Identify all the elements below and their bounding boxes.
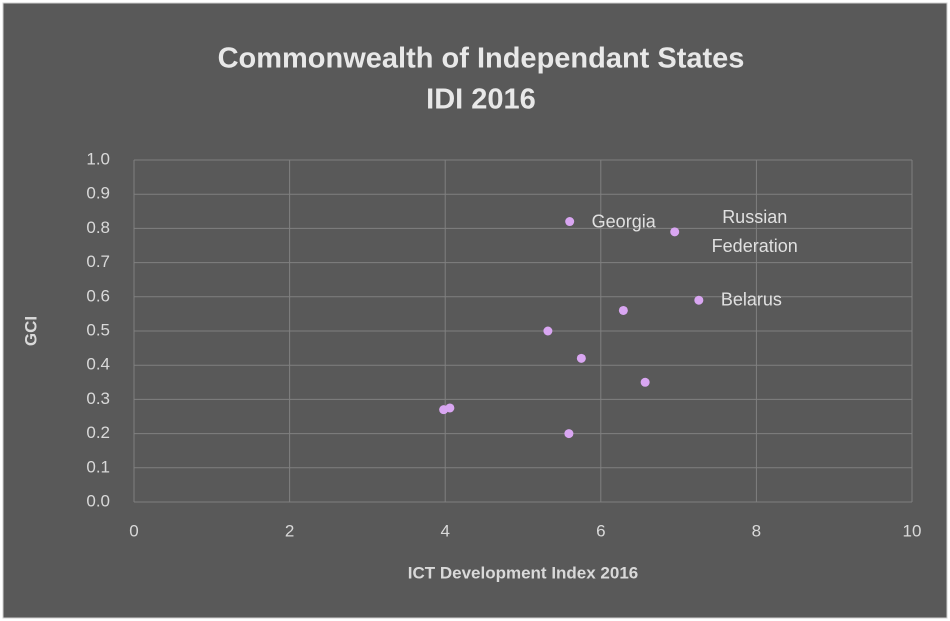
- y-tick-label: 0.3: [86, 389, 110, 408]
- y-tick-label: 0.6: [86, 286, 110, 305]
- point-label: Georgia: [591, 211, 656, 232]
- point: [640, 377, 650, 387]
- y-tick-label: 0.1: [86, 457, 110, 476]
- point: [576, 353, 586, 363]
- x-tick-label: 0: [129, 521, 138, 540]
- x-tick-label: 4: [440, 521, 449, 540]
- y-tick-label: 1.0: [86, 149, 110, 168]
- point: [445, 403, 455, 413]
- y-tick-label: 0.7: [86, 252, 110, 271]
- point: [670, 227, 680, 237]
- point-label: Russian Federation: [711, 206, 798, 256]
- x-tick-label: 6: [596, 521, 605, 540]
- x-tick-label: 8: [752, 521, 761, 540]
- y-tick-label: 0.2: [86, 423, 110, 442]
- x-axis-title: ICT Development Index 2016: [408, 563, 639, 582]
- y-tick-label: 0.5: [86, 320, 110, 339]
- y-tick-label: 0.9: [86, 184, 110, 203]
- point: [618, 305, 628, 315]
- chart-title: Commonwealth of Independant States: [218, 43, 745, 75]
- y-axis-title: GCI: [21, 316, 40, 346]
- y-tick-label: 0.8: [86, 218, 110, 237]
- point-label: Belarus: [720, 289, 782, 310]
- y-tick-label: 0.4: [86, 355, 110, 374]
- x-tick-label: 2: [285, 521, 294, 540]
- point: [565, 217, 575, 227]
- point: [694, 295, 704, 305]
- chart-title: IDI 2016: [426, 84, 536, 116]
- x-tick-label: 10: [903, 521, 922, 540]
- y-tick-label: 0.0: [86, 491, 110, 510]
- point: [564, 429, 574, 439]
- point: [543, 326, 553, 336]
